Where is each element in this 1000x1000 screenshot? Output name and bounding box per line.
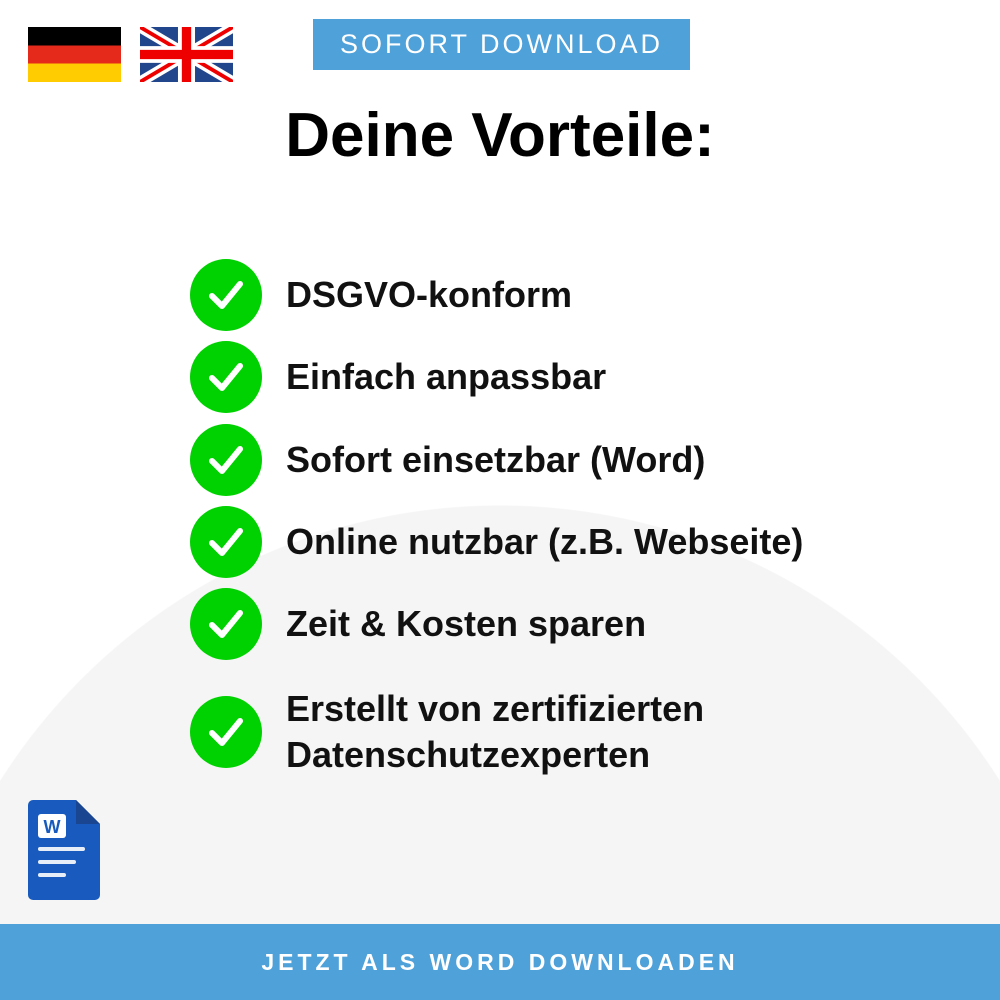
benefit-label: Online nutzbar (z.B. Webseite) bbox=[286, 521, 804, 562]
check-icon bbox=[190, 341, 262, 413]
benefit-label: Sofort einsetzbar (Word) bbox=[286, 439, 706, 480]
benefit-label: Erstellt von zertifizierten Datenschutzex… bbox=[286, 686, 704, 778]
word-document-icon: W bbox=[28, 800, 100, 900]
check-icon bbox=[190, 424, 262, 496]
benefit-label: Einfach anpassbar bbox=[286, 356, 607, 397]
check-icon bbox=[190, 588, 262, 660]
benefit-item: Erstellt von zertifizierten Datenschutzex… bbox=[190, 686, 970, 778]
instant-download-badge: SOFORT DOWNLOAD bbox=[313, 19, 690, 70]
download-word-button[interactable]: JETZT ALS WORD DOWNLOADEN bbox=[0, 924, 1000, 1000]
benefit-label-line1: Erstellt von zertifizierten bbox=[286, 688, 705, 729]
benefit-label: Zeit & Kosten sparen bbox=[286, 603, 647, 644]
uk-flag-icon[interactable] bbox=[140, 27, 233, 82]
svg-text:W: W bbox=[44, 817, 61, 837]
check-icon bbox=[190, 696, 262, 768]
benefit-item: Sofort einsetzbar (Word) bbox=[190, 424, 970, 496]
benefit-item: DSGVO-konform bbox=[190, 259, 970, 331]
benefit-label: DSGVO-konform bbox=[286, 274, 573, 315]
german-flag-icon[interactable] bbox=[28, 27, 121, 82]
benefit-item: Einfach anpassbar bbox=[190, 341, 970, 413]
check-icon bbox=[190, 506, 262, 578]
benefit-item: Zeit & Kosten sparen bbox=[190, 588, 970, 660]
benefit-label-line2: Datenschutzexperten bbox=[286, 734, 651, 775]
check-icon bbox=[190, 259, 262, 331]
benefit-item: Online nutzbar (z.B. Webseite) bbox=[190, 506, 970, 578]
page-title: Deine Vorteile: bbox=[285, 101, 715, 170]
